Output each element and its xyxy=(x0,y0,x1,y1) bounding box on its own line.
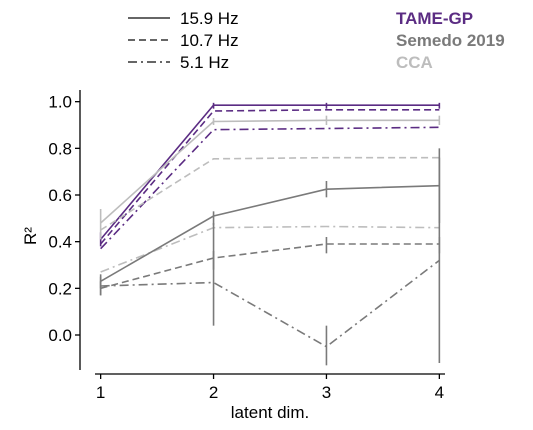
x-tick-label: 3 xyxy=(322,383,331,402)
series-semedo-2019-7 xyxy=(99,237,441,296)
x-ticks: 1 2 3 4 xyxy=(96,374,444,402)
method-legend: TAME-GP Semedo 2019 CCA xyxy=(396,9,505,72)
series-semedo-2019-8 xyxy=(99,157,441,366)
series-cca-10 xyxy=(99,115,441,240)
series-semedo-2019-6 xyxy=(99,148,441,289)
series-line xyxy=(100,109,440,245)
y-tick-label: 1.0 xyxy=(48,93,72,112)
y-tick-label: 0.6 xyxy=(48,186,72,205)
method-legend-label: Semedo 2019 xyxy=(396,31,505,50)
series-line xyxy=(100,225,440,273)
x-tick-label: 4 xyxy=(435,383,444,402)
plot-area xyxy=(99,102,441,366)
series-line xyxy=(100,104,440,240)
y-axis-label: R² xyxy=(21,227,40,245)
series-tame-gp-2 xyxy=(100,126,440,250)
x-tick-label: 2 xyxy=(209,383,218,402)
y-tick-label: 0.0 xyxy=(48,326,72,345)
legend-label: 10.7 Hz xyxy=(180,31,239,50)
series-line xyxy=(100,184,440,283)
series-line xyxy=(100,156,440,231)
frequency-legend: 15.9 Hz 10.7 Hz 5.1 Hz xyxy=(128,9,239,72)
series-line xyxy=(100,119,440,224)
series-tame-gp-1 xyxy=(100,109,440,245)
series-cca-3 xyxy=(100,119,440,224)
series-line xyxy=(100,259,440,348)
series-tame-gp-0 xyxy=(100,104,440,240)
method-legend-label: TAME-GP xyxy=(396,9,473,28)
y-tick-label: 0.4 xyxy=(48,233,72,252)
series-cca-4 xyxy=(100,156,440,231)
x-tick-label: 1 xyxy=(96,383,105,402)
y-ticks: 0.0 0.2 0.4 0.6 0.8 1.0 xyxy=(48,93,80,345)
axes xyxy=(79,90,445,375)
x-axis-label: latent dim. xyxy=(231,403,309,422)
series-cca-5 xyxy=(100,225,440,273)
series-tame-gp-9 xyxy=(99,102,441,247)
series-line xyxy=(100,243,440,290)
y-tick-label: 0.2 xyxy=(48,279,72,298)
legend-label: 15.9 Hz xyxy=(180,9,239,28)
legend-label: 5.1 Hz xyxy=(180,53,229,72)
method-legend-label: CCA xyxy=(396,53,433,72)
series-line xyxy=(100,126,440,250)
y-tick-label: 0.8 xyxy=(48,139,72,158)
